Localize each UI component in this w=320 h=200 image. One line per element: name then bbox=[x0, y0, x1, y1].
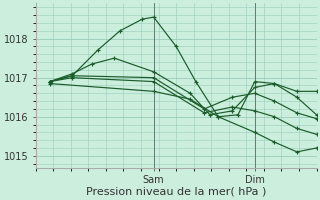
X-axis label: Pression niveau de la mer( hPa ): Pression niveau de la mer( hPa ) bbox=[86, 187, 266, 197]
